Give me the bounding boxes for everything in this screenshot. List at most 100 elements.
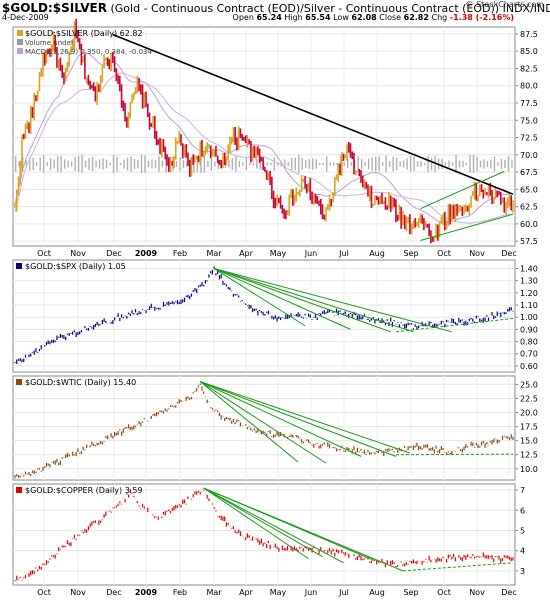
- volume-bar: [319, 162, 321, 166]
- volume-bar: [280, 161, 282, 167]
- volume-bar: [479, 160, 482, 168]
- panel-1-ytick-label-2: 0.80: [520, 338, 538, 347]
- volume-bar: [84, 160, 87, 168]
- volume-bar: [126, 157, 129, 171]
- volume-bar: [133, 158, 136, 170]
- volume-bar: [277, 162, 279, 166]
- volume-bar: [252, 162, 255, 166]
- legend-entry-1: Volume undef: [25, 39, 74, 47]
- panel-3-ytick-label-3: 6: [520, 506, 525, 515]
- chart-date: 4-Dec-2009: [2, 13, 49, 22]
- volume-bar: [374, 156, 377, 172]
- volume-bar: [441, 158, 443, 170]
- panel-0-xtick-label-4: Feb: [173, 249, 187, 258]
- panel-3-xtick-label-5: Mar: [206, 588, 222, 597]
- volume-bar: [305, 159, 307, 169]
- volume-bar: [287, 162, 289, 166]
- volume-bar: [182, 159, 185, 169]
- open-value: 65.24: [256, 13, 282, 22]
- volume-bar: [140, 155, 143, 173]
- panel-3-xtick-label-8: Jun: [304, 588, 318, 597]
- volume-bar: [444, 162, 447, 166]
- volume-bar: [448, 160, 450, 168]
- panel-0-xtick-label-6: Apr: [239, 249, 254, 258]
- ohlc-readout: Open 65.24 High 65.54 Low 62.08 Close 62…: [233, 13, 514, 22]
- volume-bar: [49, 157, 52, 171]
- volume-bar: [231, 157, 234, 171]
- volume-bar: [486, 160, 489, 168]
- panel-0-xtick-label-3: 2009: [135, 249, 158, 258]
- high-value: 65.54: [305, 13, 331, 22]
- volume-bar: [301, 158, 303, 170]
- volume-bar: [423, 162, 426, 166]
- volume-bar: [102, 158, 104, 170]
- volume-bar: [35, 162, 38, 166]
- legend-swatch-1: [17, 39, 23, 45]
- volume-bar: [378, 156, 380, 172]
- volume-bar: [493, 156, 496, 172]
- volume-bar: [259, 158, 262, 170]
- volume-bar: [46, 161, 48, 167]
- legend-swatch-0: [17, 30, 23, 36]
- title-symbol: $GOLD:$SILVER: [2, 1, 107, 15]
- volume-bar: [371, 157, 373, 171]
- panel-0-ytick-label-0: 57.5: [520, 237, 538, 246]
- panel-1-ytick-label-3: 0.90: [520, 325, 538, 334]
- panel-0-ytick-label-2: 62.5: [520, 203, 538, 212]
- panel-1-ytick-label-6: 1.20: [520, 289, 538, 298]
- panel-3-xtick-label-3: 2009: [135, 588, 158, 597]
- title-exchange: INDX/INDX: [502, 2, 550, 15]
- panel-3-ytick-label-1: 4: [520, 547, 525, 556]
- panel-0-ytick-label-6: 72.5: [520, 134, 538, 143]
- panel-2-ytick-label-6: 25.0: [520, 380, 538, 389]
- volume-bar: [462, 160, 464, 168]
- dashed-trendline-3-0: [402, 562, 514, 572]
- volume-bar: [154, 160, 157, 168]
- volume-bar: [497, 162, 499, 166]
- macd-line: [14, 51, 514, 223]
- panel-2-legend: $GOLD:$WTIC (Daily) 15.40: [25, 378, 136, 387]
- volume-bar: [483, 159, 485, 169]
- volume-bar: [74, 157, 76, 171]
- stockcharts-watermark: © StockCharts.com: [465, 0, 544, 9]
- panel-3-xtick-label-2: Dec: [106, 588, 121, 597]
- volume-bar: [81, 155, 83, 173]
- panel-3-legend: $GOLD:$COPPER (Daily) 3.59: [25, 486, 143, 495]
- volume-bar: [409, 156, 412, 172]
- volume-bar: [284, 159, 286, 169]
- panel-1-ytick-label-4: 1.00: [520, 313, 538, 322]
- volume-bar: [472, 155, 475, 173]
- volume-bar: [388, 160, 391, 168]
- open-label: Open: [232, 13, 254, 22]
- trendline-0-1: [420, 170, 505, 210]
- panel-1-ytick-label-1: 0.70: [520, 350, 538, 359]
- panel-0-ytick-label-5: 70.0: [520, 151, 538, 160]
- volume-bar: [109, 162, 111, 166]
- volume-bar: [147, 160, 150, 168]
- panel-3-xtick-label-7: May: [270, 588, 287, 597]
- volume-bar: [500, 158, 503, 170]
- volume-bar: [490, 159, 492, 169]
- panel-3-xtick-label-0: Oct: [37, 588, 51, 597]
- volume-bar: [294, 157, 296, 171]
- volume-bar: [105, 159, 108, 169]
- panel-0-xtick-label-13: Nov: [469, 249, 485, 258]
- panel-1-ytick-label-5: 1.10: [520, 301, 538, 310]
- title-description: (Gold - Continuous Contract (EOD)/Silver…: [110, 2, 500, 15]
- panel-0-xtick-label-8: Jun: [304, 249, 318, 258]
- volume-bar: [165, 155, 167, 173]
- trendline-3-0: [203, 487, 309, 560]
- volume-bar: [343, 161, 345, 167]
- panel-1-ytick-label-8: 1.40: [520, 265, 538, 274]
- volume-bar: [291, 158, 293, 170]
- panel-2-ytick-label-0: 10.0: [520, 465, 538, 474]
- volume-bar: [322, 162, 324, 166]
- panel-3-xtick-label-6: Apr: [239, 588, 254, 597]
- volume-bar: [161, 160, 164, 168]
- volume-bar: [507, 156, 510, 172]
- volume-bar: [175, 160, 178, 168]
- volume-bar: [95, 160, 97, 168]
- high-label: High: [284, 13, 303, 22]
- panel-1-legend: $GOLD:$SPX (Daily) 1.05: [25, 262, 126, 271]
